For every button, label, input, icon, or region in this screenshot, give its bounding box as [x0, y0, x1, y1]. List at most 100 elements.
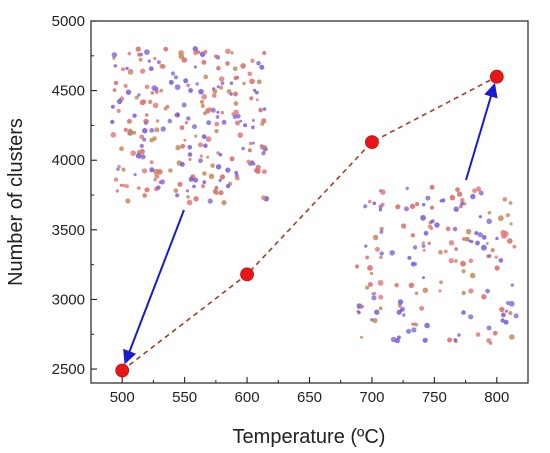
inset-cluster-dot — [181, 102, 187, 108]
inset-cluster-dot — [365, 285, 370, 290]
inset-cluster-dot — [447, 337, 453, 343]
inset-cluster-dot — [168, 79, 174, 85]
inset-cluster-dot — [139, 143, 144, 149]
inset-cluster-dot — [234, 175, 240, 181]
inset-cluster-dot — [422, 248, 426, 252]
inset-cluster-dot — [453, 338, 458, 342]
inset-cluster-dot — [365, 255, 370, 260]
inset-cluster-dot — [414, 201, 420, 207]
inset-cluster-dot — [148, 99, 153, 105]
axis-tick-labels: 500 550 600 650 700 750 800 2500 3000 3500 4000 450… — [52, 13, 510, 406]
inset-cluster-dot — [113, 80, 119, 86]
inset-cluster-dot — [153, 178, 157, 182]
inset-cluster-dot — [221, 119, 227, 125]
inset-cluster-dot — [502, 197, 508, 202]
inset-cluster-dot — [116, 98, 123, 105]
inset-cluster-dot — [236, 75, 240, 80]
inset-cluster-dot — [405, 186, 409, 191]
inset-cluster-dot — [200, 103, 205, 108]
inset-cluster-dot — [448, 240, 455, 246]
inset-cluster-dot — [230, 51, 234, 55]
inset-cluster-dot — [251, 118, 255, 122]
inset-cluster-dot — [142, 127, 148, 134]
inset-cluster-dot — [237, 132, 243, 138]
inset-cluster-dot — [193, 196, 199, 202]
inset-cluster-dot — [201, 134, 207, 140]
inset-cluster-dot — [144, 84, 150, 90]
inset-cluster-dot — [485, 288, 490, 294]
inset-cluster-dot — [254, 90, 259, 95]
inset-cluster-dot — [429, 205, 435, 210]
inset-cluster-dot — [192, 46, 198, 52]
inset-cluster-dot — [179, 125, 185, 131]
inset-cluster-dot — [180, 143, 186, 149]
inset-cluster-dot — [137, 52, 142, 57]
inset-cluster-dot — [486, 218, 493, 225]
inset-cluster-dot — [468, 314, 474, 320]
inset-cluster-dot — [188, 158, 192, 161]
inset-cluster-dot — [453, 206, 459, 212]
inset-cluster-dot — [460, 201, 464, 206]
inset-cluster-dot — [186, 195, 190, 199]
inset-cluster-dot — [465, 228, 472, 235]
inset-cluster-dot — [232, 114, 238, 120]
inset-cluster-dot — [259, 144, 263, 148]
inset-cluster-dot — [253, 88, 257, 92]
inset-cluster-dot — [220, 81, 225, 86]
inset-cluster-dot — [225, 167, 231, 173]
inset-cluster-dot — [202, 171, 207, 176]
y-tick-label: 4500 — [52, 83, 85, 100]
data-point — [365, 135, 379, 150]
inset-cluster-dot — [457, 333, 461, 337]
inset-cluster-dot — [498, 258, 504, 263]
inset-cluster-dot — [375, 246, 380, 252]
inset-cluster-dot — [414, 291, 419, 296]
inset-cluster-dot — [460, 260, 466, 267]
inset-cluster-dot — [210, 107, 216, 113]
inset-cluster-dot — [122, 183, 126, 188]
inset-cluster-dot — [203, 143, 208, 148]
inset-cluster-dot — [216, 66, 221, 71]
inset-cluster-dot — [478, 190, 484, 196]
inset-cluster-dot — [377, 279, 384, 286]
inset-cluster-dot — [155, 119, 160, 123]
inset-cluster-dot — [486, 325, 492, 331]
inset-cluster-dot — [163, 106, 168, 111]
inset-cluster-dot — [463, 202, 467, 206]
inset-cluster-dot — [192, 124, 197, 130]
inset-cluster-dot — [184, 121, 189, 125]
inset-cluster-dot — [201, 59, 207, 65]
inset-cluster-dot — [110, 104, 115, 109]
inset-cluster-dot — [423, 230, 429, 236]
inset-cluster-dot — [232, 66, 238, 71]
inset-cluster-dot — [212, 88, 218, 94]
x-tick-label: 550 — [172, 389, 197, 406]
inset-cluster-dot — [198, 88, 204, 95]
inset-cluster-dot — [409, 203, 416, 209]
inset-cluster-dot — [144, 113, 149, 117]
inset-cluster-dot — [183, 138, 187, 142]
inset-cluster-dot — [193, 65, 197, 69]
inset-cluster-dot — [168, 168, 173, 173]
inset-cluster-dot — [219, 76, 225, 82]
inset-cluster-dot — [363, 204, 368, 209]
inset-cluster-dot — [468, 258, 474, 263]
inset-cluster-dot — [141, 168, 148, 174]
inset-cluster-dot — [207, 198, 213, 204]
inset-cluster-dot — [173, 188, 179, 194]
x-axis-title: Temperature (ºC) — [233, 426, 386, 448]
inset-cluster-dot — [199, 99, 205, 104]
inset-cluster-dot — [255, 168, 261, 174]
inset-cluster-dot — [445, 226, 451, 232]
inset-cluster-dot — [394, 338, 400, 344]
inset-cluster-dot — [410, 261, 416, 267]
inset-cluster-dot — [233, 91, 238, 97]
inset-cluster-dot — [360, 304, 364, 309]
inset-cluster-dot — [176, 113, 180, 117]
x-tick-label: 800 — [484, 389, 509, 406]
inset-cluster-dot — [149, 160, 154, 165]
inset-cluster-dot — [174, 84, 181, 90]
inset-cluster-dot — [379, 251, 384, 256]
inset-cluster-dot — [452, 226, 458, 232]
